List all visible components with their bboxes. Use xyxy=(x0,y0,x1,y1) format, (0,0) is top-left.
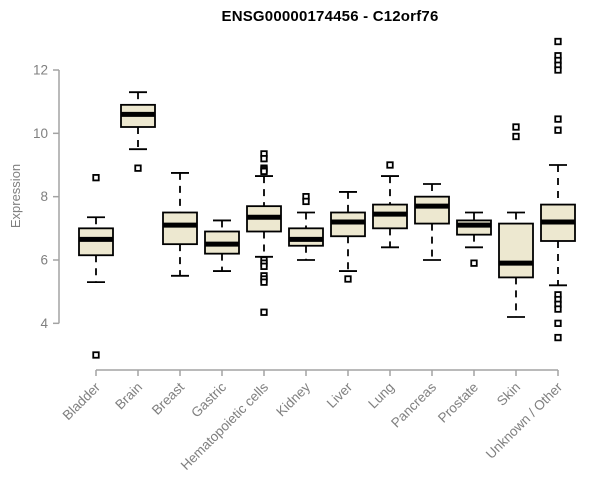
outlier-point xyxy=(470,259,478,267)
box-group-skin xyxy=(498,123,534,318)
outlier-point xyxy=(302,197,310,206)
outlier-point xyxy=(92,174,100,182)
iqr-box xyxy=(414,195,450,225)
x-tick-label-breast: Breast xyxy=(149,379,187,417)
box-group-liver xyxy=(330,191,366,283)
box-group-hematopoietic-cells xyxy=(246,150,282,316)
x-tick-label-gastric: Gastric xyxy=(188,379,229,420)
outlier-point xyxy=(512,132,520,141)
box-group-gastric xyxy=(204,219,240,272)
outlier-point xyxy=(260,278,268,286)
y-tick-label: 10 xyxy=(33,126,48,141)
box-group-brain xyxy=(120,91,156,172)
x-tick-label-skin: Skin xyxy=(494,380,523,409)
y-tick-label: 8 xyxy=(40,189,48,204)
outlier-point xyxy=(386,161,394,169)
iqr-box xyxy=(162,211,198,246)
box-group-bladder xyxy=(78,174,114,359)
outlier-point xyxy=(260,308,268,316)
outlier-point xyxy=(260,155,268,163)
outlier-point xyxy=(344,275,352,283)
box-group-unknown-other xyxy=(540,37,576,342)
y-tick-label: 4 xyxy=(40,316,48,331)
x-tick-label-prostate: Prostate xyxy=(435,380,481,426)
outlier-point xyxy=(554,333,562,342)
outlier-point xyxy=(260,262,268,270)
x-tick-label-brain: Brain xyxy=(112,380,145,413)
box-group-lung xyxy=(372,161,408,249)
outlier-point xyxy=(260,167,268,175)
box-group-breast xyxy=(162,172,198,277)
outlier-point xyxy=(554,37,562,46)
outlier-point xyxy=(554,319,562,327)
iqr-box xyxy=(498,222,534,279)
box-group-pancreas xyxy=(414,183,450,261)
x-tick-label-lung: Lung xyxy=(365,380,397,412)
outlier-point xyxy=(134,164,142,172)
outlier-point xyxy=(554,115,562,123)
x-tick-label-liver: Liver xyxy=(324,379,356,411)
outlier-point xyxy=(554,66,562,74)
x-tick-label-unknown-other: Unknown / Other xyxy=(483,379,566,462)
x-tick-label-pancreas: Pancreas xyxy=(388,379,439,430)
x-tick-label-kidney: Kidney xyxy=(273,379,313,419)
box-group-kidney xyxy=(288,193,324,261)
outlier-point xyxy=(512,123,520,131)
y-tick-label: 12 xyxy=(33,63,48,78)
y-tick-label: 6 xyxy=(40,252,48,267)
outlier-point xyxy=(554,305,562,313)
chart-title: ENSG00000174456 - C12orf76 xyxy=(221,8,439,25)
outlier-point xyxy=(92,351,100,359)
box-group-prostate xyxy=(456,211,492,267)
x-tick-label-bladder: Bladder xyxy=(60,379,104,423)
outlier-point xyxy=(554,126,562,134)
